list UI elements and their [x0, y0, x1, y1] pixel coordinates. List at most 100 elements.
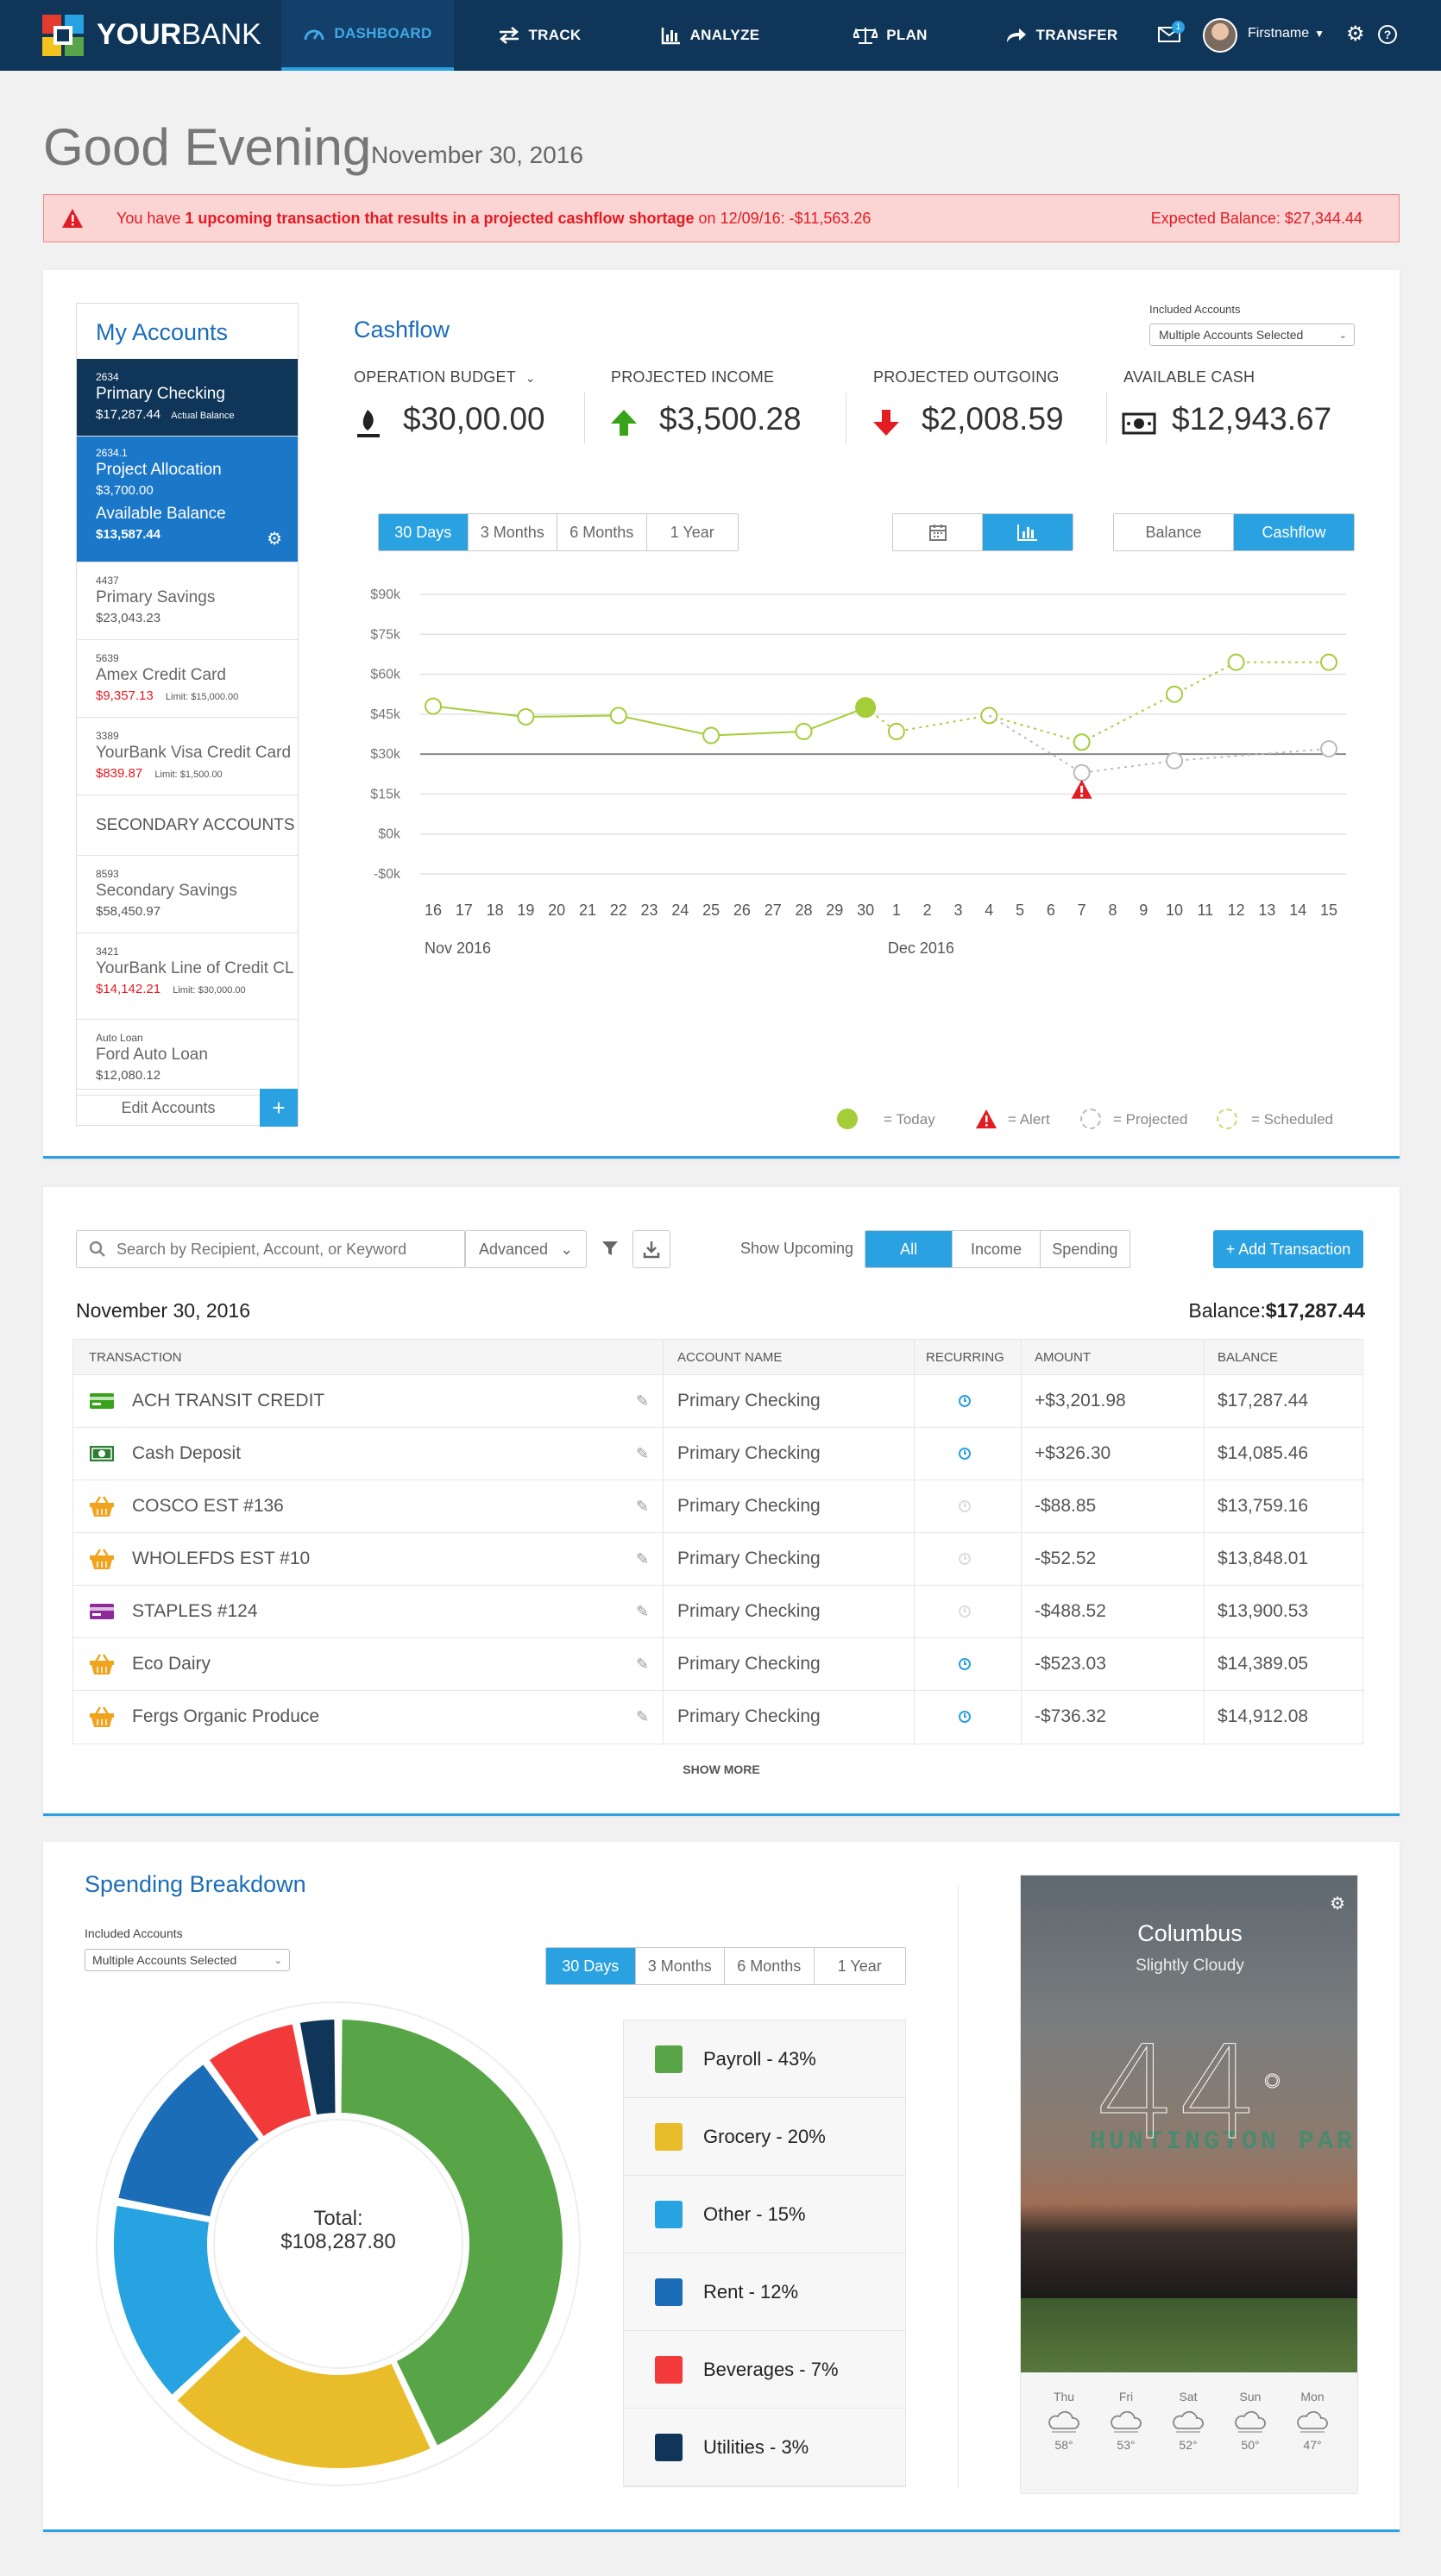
transaction-search[interactable]: [76, 1230, 466, 1268]
kpi-operation-budget-label[interactable]: OPERATION BUDGET ⌄: [354, 368, 536, 386]
spending-legend-item[interactable]: Payroll - 43%: [624, 2020, 905, 2098]
spending-legend-item[interactable]: Grocery - 20%: [624, 2098, 905, 2176]
table-row[interactable]: STAPLES #124 ✎ Primary Checking -$488.52 $13…: [73, 1585, 1364, 1637]
data-point-scheduled[interactable]: [1227, 653, 1245, 671]
avatar[interactable]: [1203, 18, 1237, 53]
account-line-of-credit[interactable]: 3421 YourBank Line of Credit CL $14,142.…: [77, 933, 298, 1020]
donut-slice[interactable]: [110, 2202, 246, 2400]
transaction-name[interactable]: Eco Dairy: [132, 1654, 211, 1674]
chart-view-button[interactable]: [983, 514, 1073, 550]
transaction-name[interactable]: COSCO EST #136: [132, 1496, 284, 1516]
account-auto-loan[interactable]: Auto Loan Ford Auto Loan $12,080.12: [77, 1020, 298, 1096]
show-more-button[interactable]: SHOW MORE: [683, 1762, 760, 1776]
included-accounts-select[interactable]: Multiple Accounts Selected ⌄: [1149, 324, 1355, 346]
data-point-scheduled[interactable]: [1073, 733, 1091, 751]
edit-icon[interactable]: ✎: [636, 1392, 650, 1410]
data-point-projected[interactable]: [1320, 739, 1337, 757]
account-primary-checking[interactable]: 2634 Primary Checking $17,287.44 Actual …: [77, 359, 298, 437]
transaction-name[interactable]: WHOLEFDS EST #10: [132, 1549, 311, 1568]
edit-icon[interactable]: ✎: [636, 1707, 650, 1725]
edit-icon[interactable]: ✎: [636, 1497, 650, 1515]
recurring-icon[interactable]: [959, 1480, 971, 1532]
column-recurring[interactable]: RECURRING: [926, 1349, 1004, 1365]
data-point-projected[interactable]: [1166, 751, 1184, 770]
data-point-scheduled[interactable]: [887, 722, 905, 740]
data-point-projected[interactable]: [1073, 763, 1091, 782]
table-row[interactable]: Fergs Organic Produce ✎ Primary Checking -$…: [73, 1690, 1364, 1743]
advanced-search-dropdown[interactable]: Advanced ⌄: [464, 1230, 587, 1268]
donut-slice[interactable]: [337, 2015, 566, 2450]
recurring-icon[interactable]: [959, 1638, 971, 1690]
spending-legend-item[interactable]: Beverages - 7%: [624, 2331, 905, 2409]
table-row[interactable]: ACH TRANSIT CREDIT ✎ Primary Checking +$3,2…: [73, 1374, 1364, 1427]
data-point-scheduled[interactable]: [1166, 685, 1184, 703]
account-primary-savings[interactable]: 4437 Primary Savings $23,043.23: [77, 562, 298, 640]
spending-included-select[interactable]: Multiple Accounts Selected ⌄: [85, 1949, 290, 1971]
gear-icon[interactable]: ⚙: [1346, 22, 1365, 46]
range-3-months[interactable]: 3 Months: [469, 514, 557, 550]
recurring-icon[interactable]: [959, 1533, 971, 1585]
edit-icon[interactable]: ✎: [636, 1549, 650, 1568]
alert-marker-icon[interactable]: [1071, 779, 1092, 799]
data-point-actual[interactable]: [795, 722, 813, 740]
spending-legend-item[interactable]: Other - 15%: [624, 2176, 905, 2253]
spending-legend-item[interactable]: Rent - 12%: [624, 2253, 905, 2331]
help-icon[interactable]: ?: [1378, 25, 1397, 44]
account-visa-credit[interactable]: 3389 YourBank Visa Credit Card $839.87 L…: [77, 718, 298, 795]
edit-icon[interactable]: ✎: [636, 1444, 650, 1462]
weather-settings-icon[interactable]: ⚙: [1330, 1894, 1345, 1913]
nav-transfer[interactable]: TRANSFER: [1001, 0, 1122, 71]
edit-icon[interactable]: ✎: [636, 1655, 650, 1673]
data-point-actual[interactable]: [517, 707, 535, 726]
table-row[interactable]: COSCO EST #136 ✎ Primary Checking -$88.85 $1…: [73, 1480, 1364, 1532]
donut-slice[interactable]: [296, 2015, 339, 2119]
column-account-name[interactable]: ACCOUNT NAME: [677, 1349, 783, 1365]
spending-range-30-days[interactable]: 30 Days: [546, 1948, 636, 1984]
table-row[interactable]: Eco Dairy ✎ Primary Checking -$523.03 $14,38…: [73, 1637, 1364, 1690]
nav-plan[interactable]: PLAN: [839, 0, 942, 71]
donut-slice[interactable]: [205, 2020, 315, 2141]
transaction-name[interactable]: Fergs Organic Produce: [132, 1706, 320, 1726]
table-row[interactable]: Cash Deposit ✎ Primary Checking +$326.30 $14…: [73, 1427, 1364, 1480]
edit-icon[interactable]: ✎: [636, 1602, 650, 1620]
recurring-icon[interactable]: [959, 1691, 971, 1743]
today-point[interactable]: [855, 697, 877, 719]
range-6-months[interactable]: 6 Months: [557, 514, 647, 550]
account-secondary-savings[interactable]: 8593 Secondary Savings $58,450.97: [77, 856, 298, 933]
account-settings-icon[interactable]: ⚙: [267, 530, 282, 549]
user-menu[interactable]: Firstname ▼: [1248, 26, 1325, 41]
donut-slice[interactable]: [114, 2059, 264, 2221]
spending-range-1-year[interactable]: 1 Year: [837, 1957, 882, 1975]
filter-income[interactable]: Income: [953, 1231, 1041, 1267]
balance-view-button[interactable]: Balance: [1114, 514, 1234, 550]
data-point-actual[interactable]: [609, 707, 627, 725]
download-button[interactable]: [632, 1230, 670, 1268]
cashflow-view-button[interactable]: Cashflow: [1234, 514, 1354, 550]
column-balance[interactable]: BALANCE: [1218, 1349, 1279, 1365]
donut-slice[interactable]: [172, 2330, 435, 2472]
account-project-allocation[interactable]: 2634.1 Project Allocation $3,700.00 Avai…: [77, 437, 298, 562]
search-input[interactable]: [116, 1240, 453, 1259]
transaction-name[interactable]: Cash Deposit: [132, 1443, 242, 1463]
recurring-icon[interactable]: [959, 1375, 971, 1427]
spending-range-3-months[interactable]: 3 Months: [636, 1948, 725, 1984]
mail-icon[interactable]: 1: [1158, 21, 1185, 43]
range-30-days[interactable]: 30 Days: [379, 514, 469, 550]
add-transaction-button[interactable]: + Add Transaction: [1213, 1230, 1363, 1268]
data-point-scheduled[interactable]: [1320, 653, 1337, 671]
range-1-year[interactable]: 1 Year: [670, 523, 714, 541]
spending-range-6-months[interactable]: 6 Months: [725, 1948, 815, 1984]
bank-logo-icon[interactable]: [41, 14, 85, 57]
table-row[interactable]: WHOLEFDS EST #10 ✎ Primary Checking -$52.52…: [73, 1532, 1364, 1585]
data-point-actual[interactable]: [702, 726, 720, 745]
nav-track[interactable]: TRACK: [483, 0, 595, 71]
edit-accounts-button[interactable]: Edit Accounts: [77, 1089, 260, 1127]
add-account-button[interactable]: +: [260, 1089, 298, 1127]
nav-dashboard[interactable]: DASHBOARD: [281, 0, 454, 71]
recurring-icon[interactable]: [959, 1586, 971, 1637]
transaction-name[interactable]: STAPLES #124: [132, 1601, 258, 1621]
spending-legend-item[interactable]: Utilities - 3%: [624, 2409, 905, 2486]
column-transaction[interactable]: TRANSACTION: [89, 1349, 182, 1365]
calendar-view-button[interactable]: [893, 514, 983, 550]
cashflow-alert-banner[interactable]: You have 1 upcoming transaction that res…: [43, 194, 1400, 242]
